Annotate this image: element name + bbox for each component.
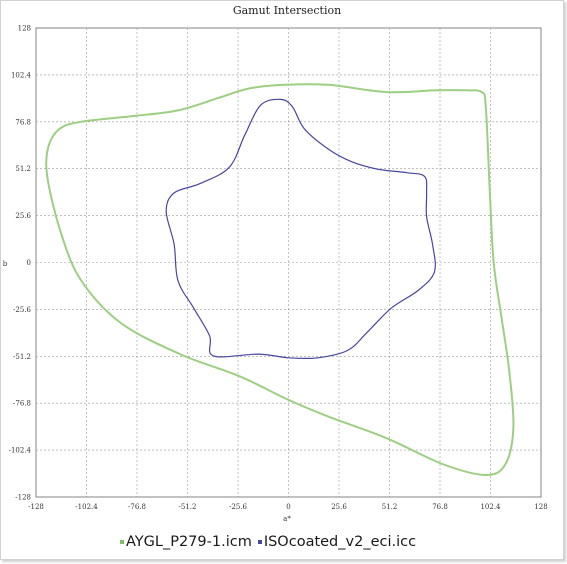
y-axis-label: b [3,260,8,268]
x-tick-label: -128 [28,503,44,511]
y-tick-label: 102.4 [11,71,32,79]
x-tick-label: -76.8 [128,503,146,511]
series-line-isocoated [165,98,436,360]
x-tick-label: 0 [286,503,290,511]
x-axis-label: a* [283,515,291,523]
x-tick-label: 128 [534,503,547,511]
x-axis-ticks: -128 -102.4 -76.8 -51.2 -25.6 0 25.6 51.2 76.8 10… [28,503,548,511]
x-tick-label: -51.2 [179,503,197,511]
y-axis-ticks: 128 102.4 76.8 51.2 25.6 0 -25.6 -51.2 -76.8 -102… [9,25,32,502]
y-tick-label: -51.2 [13,353,31,361]
y-tick-label: 51.2 [15,165,31,173]
legend-swatch-green [120,540,124,544]
legend-item-aygl: AYGL_P279-1.icm [120,534,252,550]
x-tick-label: 102.4 [480,503,501,511]
y-tick-label: 0 [27,259,31,267]
legend: AYGL_P279-1.icm ISOcoated_v2_eci.icc [120,534,422,550]
y-tick-label: -25.6 [13,306,31,314]
x-tick-label: 76.8 [432,503,448,511]
legend-label-aygl: AYGL_P279-1.icm [126,534,252,550]
y-tick-label: 25.6 [15,212,31,220]
x-tick-label: -102.4 [75,503,98,511]
y-tick-label: -76.8 [13,400,31,408]
x-tick-label: 25.6 [331,503,347,511]
grid-lines [36,28,541,497]
legend-swatch-blue [257,540,262,544]
y-tick-label: -102.4 [9,447,32,455]
x-tick-label: 51.2 [382,503,398,511]
legend-item-isocoated: ISOcoated_v2_eci.icc [257,534,417,550]
y-tick-label: 128 [18,25,31,33]
legend-label-isocoated: ISOcoated_v2_eci.icc [263,534,417,550]
y-tick-label: 76.8 [15,118,31,126]
chart-title: Gamut Intersection [233,4,341,17]
series-line-aygl [45,83,515,476]
y-tick-label: -128 [15,494,31,502]
series-layer [45,83,515,476]
x-tick-label: -25.6 [229,503,247,511]
